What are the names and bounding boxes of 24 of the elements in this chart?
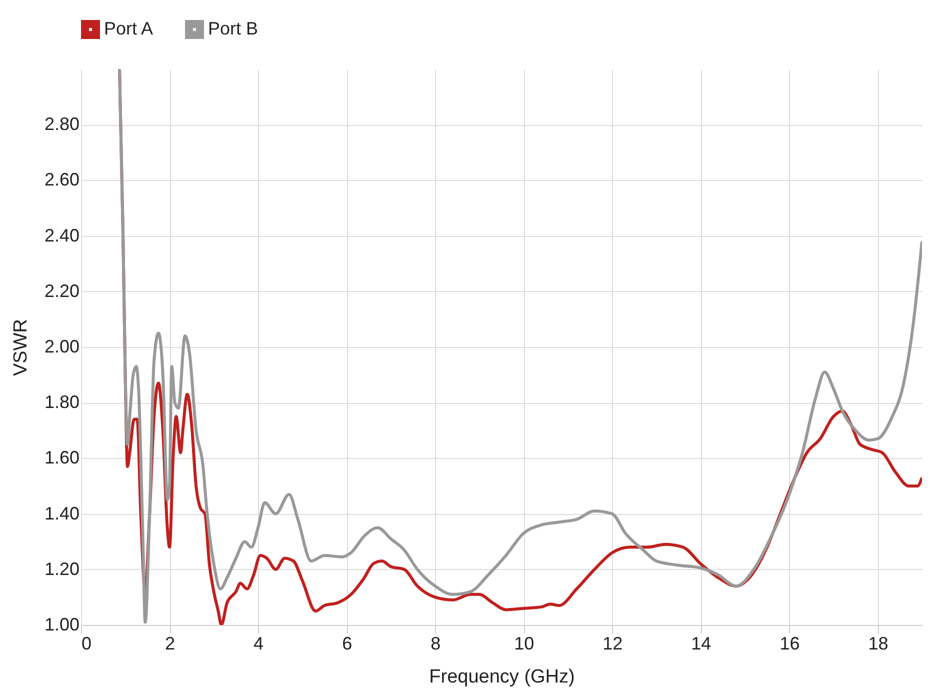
y-tick-label: 1.80	[44, 392, 80, 412]
y-tick-label: 1.00	[44, 614, 80, 634]
x-tick-label: 12	[602, 634, 623, 654]
y-tick-label: 2.00	[44, 336, 80, 356]
y-tick-label: 1.40	[44, 503, 80, 524]
y-tick-label: 2.40	[44, 225, 80, 246]
x-tick-label: 18	[868, 634, 888, 654]
x-tick-label: 8	[430, 634, 441, 654]
x-tick-label: 10	[514, 634, 534, 654]
x-axis-title: Frequency (GHz)	[429, 666, 575, 688]
x-tick-label: 16	[780, 634, 800, 654]
x-tick-label: 0	[82, 634, 92, 654]
y-tick-label: 2.80	[44, 114, 80, 134]
y-tick-label: 2.60	[44, 170, 80, 190]
y-axis-title: VSWR	[10, 319, 32, 376]
x-tick-label: 4	[254, 634, 264, 654]
x-tick-label: 14	[691, 634, 712, 654]
x-tick-label: 6	[342, 634, 352, 654]
y-tick-label: 2.20	[44, 280, 80, 301]
x-tick-label: 2	[165, 634, 176, 654]
y-tick-label: 1.60	[44, 448, 80, 468]
legend-label: Port B	[208, 18, 258, 39]
legend-label: Port A	[104, 18, 154, 39]
y-tick-label: 1.20	[44, 558, 80, 579]
